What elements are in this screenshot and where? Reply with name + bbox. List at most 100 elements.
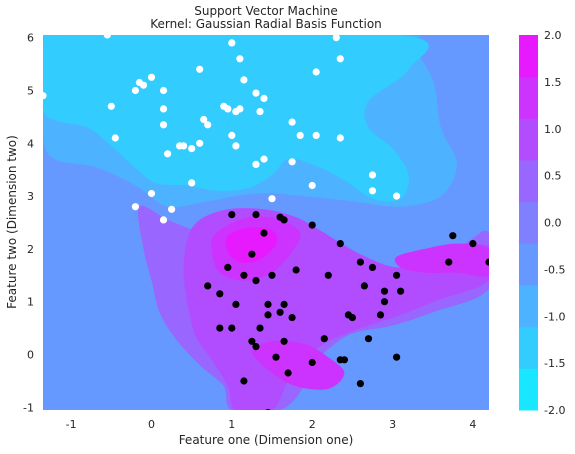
chart-title: Support Vector Machine xyxy=(194,4,338,18)
data-point-class-1 xyxy=(340,356,348,364)
x-tick-label: -1 xyxy=(66,418,77,431)
data-point-class-0 xyxy=(180,142,188,150)
data-point-class-0 xyxy=(288,158,296,166)
y-tick-label: 3 xyxy=(27,190,34,203)
data-point-class-1 xyxy=(308,221,316,229)
data-point-class-1 xyxy=(320,335,328,343)
data-point-class-1 xyxy=(280,300,288,308)
data-point-class-1 xyxy=(393,271,401,279)
colorbar-band xyxy=(519,118,538,161)
colorbar-tick-label: -2.0 xyxy=(544,404,565,417)
data-point-class-0 xyxy=(368,171,377,179)
data-point-class-1 xyxy=(368,263,377,271)
data-point-class-1 xyxy=(324,271,332,279)
data-point-class-1 xyxy=(284,369,292,377)
data-point-class-1 xyxy=(252,277,260,285)
data-point-class-1 xyxy=(272,353,280,361)
data-point-class-1 xyxy=(449,232,457,240)
x-tick-label: 3 xyxy=(389,418,396,431)
data-point-class-1 xyxy=(288,314,296,322)
data-point-class-0 xyxy=(196,139,204,147)
data-point-class-0 xyxy=(168,205,176,213)
data-point-class-0 xyxy=(393,192,401,200)
data-point-class-0 xyxy=(232,142,240,150)
data-point-class-0 xyxy=(308,181,316,190)
data-point-class-1 xyxy=(260,229,268,237)
data-point-class-1 xyxy=(216,290,224,298)
data-point-class-0 xyxy=(147,73,156,81)
colorbar-tick-label: -1.0 xyxy=(544,310,565,323)
data-point-class-1 xyxy=(376,311,385,319)
data-point-class-0 xyxy=(164,150,172,158)
x-tick-label: 4 xyxy=(469,418,476,431)
data-point-class-1 xyxy=(264,311,272,319)
data-point-class-0 xyxy=(228,131,236,139)
data-point-class-1 xyxy=(216,324,224,332)
colorbar-band xyxy=(519,285,538,328)
colorbar-band xyxy=(519,201,538,244)
data-point-class-1 xyxy=(356,258,364,266)
data-point-class-0 xyxy=(139,81,148,89)
data-point-class-0 xyxy=(288,118,296,126)
y-axis: -1 0 1 2 3 4 5 6 xyxy=(23,32,34,415)
colorbar-tick-label: 2.0 xyxy=(544,29,562,42)
data-point-class-1 xyxy=(268,271,276,279)
data-point-class-1 xyxy=(276,308,284,316)
data-point-class-1 xyxy=(228,324,236,332)
data-point-class-1 xyxy=(469,240,477,248)
data-point-class-0 xyxy=(260,155,268,163)
chart-subtitle: Kernel: Gaussian Radial Basis Function xyxy=(150,17,382,31)
colorbar-band xyxy=(519,160,538,203)
data-point-class-1 xyxy=(248,250,256,258)
data-point-class-1 xyxy=(380,298,389,306)
x-axis: -1 0 1 2 3 4 xyxy=(66,418,477,431)
data-point-class-0 xyxy=(252,89,260,97)
data-point-class-1 xyxy=(232,300,240,308)
data-point-class-0 xyxy=(332,35,340,42)
data-point-class-1 xyxy=(356,380,364,388)
data-point-class-0 xyxy=(188,179,196,187)
y-tick-label: 2 xyxy=(27,243,34,256)
contour-region-1 xyxy=(43,35,429,202)
data-point-class-0 xyxy=(336,134,344,142)
data-point-class-1 xyxy=(264,300,272,308)
data-point-class-1 xyxy=(364,335,373,343)
data-point-class-0 xyxy=(147,189,156,198)
data-point-class-0 xyxy=(103,35,111,39)
data-point-class-1 xyxy=(445,258,453,266)
data-point-class-1 xyxy=(348,314,356,322)
data-point-class-1 xyxy=(393,353,401,361)
data-point-class-1 xyxy=(252,343,260,351)
colorbar-band xyxy=(519,76,538,119)
data-point-class-1 xyxy=(265,409,271,410)
decision-function-contours xyxy=(43,35,489,410)
data-point-class-0 xyxy=(196,65,204,73)
data-point-class-1 xyxy=(252,211,260,219)
x-tick-label: 1 xyxy=(228,418,235,431)
x-axis-title: Feature one (Dimension one) xyxy=(179,433,354,447)
data-point-class-0 xyxy=(159,216,168,224)
data-point-class-0 xyxy=(312,131,320,139)
data-point-class-0 xyxy=(107,102,115,110)
colorbar-tick-label: -1.5 xyxy=(544,357,565,370)
colorbar-axis: -2.0 -1.5 -1.0 -0.5 0.0 0.5 1.0 1.5 2.0 xyxy=(544,29,565,417)
data-point-class-0 xyxy=(131,203,139,211)
data-point-class-1 xyxy=(292,266,300,274)
data-point-class-0 xyxy=(159,86,168,95)
colorbar-band xyxy=(519,368,538,411)
data-point-class-0 xyxy=(252,160,260,168)
data-point-class-0 xyxy=(224,105,232,113)
data-point-class-1 xyxy=(336,240,344,248)
data-point-class-0 xyxy=(131,86,139,95)
data-point-class-1 xyxy=(240,271,248,279)
data-point-class-0 xyxy=(256,108,264,116)
y-tick-label: 0 xyxy=(27,349,34,362)
data-point-class-0 xyxy=(159,105,168,113)
plot-area xyxy=(43,35,489,410)
data-point-class-1 xyxy=(380,287,389,295)
y-axis-title: Feature two (Dimension two) xyxy=(5,135,19,309)
x-tick-label: 0 xyxy=(148,418,155,431)
data-point-class-0 xyxy=(296,131,304,139)
y-tick-label: 6 xyxy=(27,32,34,45)
